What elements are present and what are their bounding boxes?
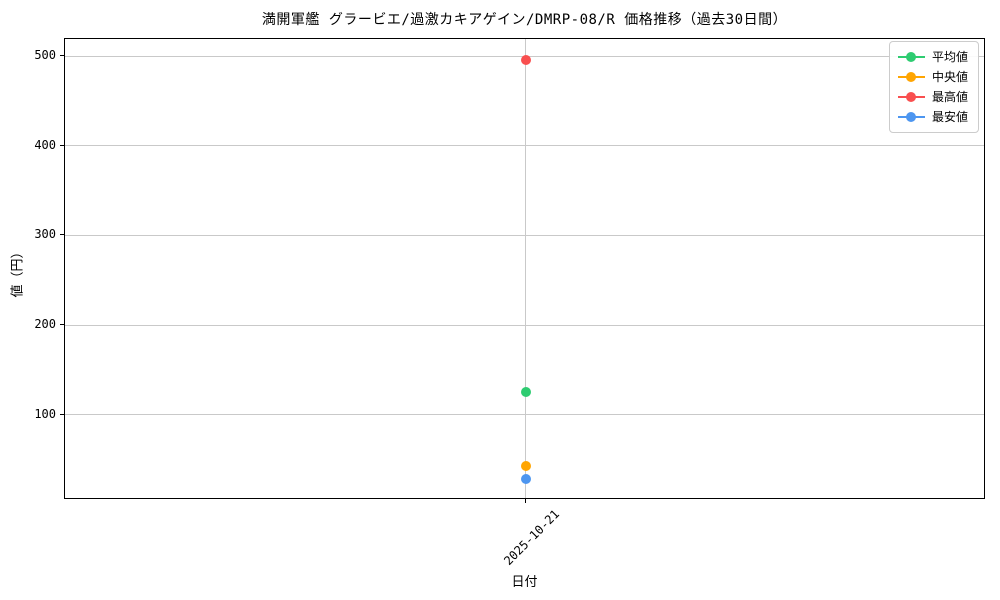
legend-label: 平均値 bbox=[931, 50, 968, 64]
chart-title: 満開軍艦 グラービエ/過激カキアゲイン/DMRP-08/R 価格推移（過去30日… bbox=[261, 12, 788, 28]
y-tick-label: 300 bbox=[34, 227, 56, 242]
legend-item-series-2: 最高値 bbox=[897, 89, 968, 105]
y-tick-mark bbox=[60, 144, 64, 146]
y-tick-mark bbox=[60, 324, 64, 326]
legend-marker-icon bbox=[897, 52, 925, 63]
data-point-series-2 bbox=[520, 54, 531, 65]
x-axis-label: 日付 bbox=[511, 575, 538, 590]
y-tick-mark bbox=[60, 413, 64, 415]
y-tick-label: 400 bbox=[34, 137, 56, 152]
data-point-series-3 bbox=[520, 474, 531, 485]
data-point-series-0 bbox=[520, 387, 531, 398]
legend-dot bbox=[906, 112, 917, 122]
legend-marker-icon bbox=[897, 72, 925, 83]
y-gridline bbox=[65, 414, 984, 416]
legend-label: 最高値 bbox=[931, 90, 968, 104]
legend-marker-icon bbox=[897, 92, 925, 103]
y-tick-mark bbox=[60, 234, 64, 236]
data-point-series-1 bbox=[520, 460, 531, 471]
legend-label: 最安値 bbox=[931, 110, 968, 124]
x-gridline bbox=[525, 39, 526, 498]
legend-marker-icon bbox=[897, 112, 925, 123]
x-tick-mark bbox=[524, 499, 526, 503]
y-gridline bbox=[65, 145, 984, 147]
legend-dot bbox=[906, 52, 917, 62]
legend: 平均値中央値最高値最安値 bbox=[888, 41, 979, 133]
legend-item-series-0: 平均値 bbox=[897, 49, 968, 65]
plot-area bbox=[64, 38, 985, 499]
y-tick-label: 500 bbox=[34, 48, 56, 63]
legend-label: 中央値 bbox=[931, 70, 968, 84]
y-tick-label: 100 bbox=[34, 406, 56, 421]
legend-dot bbox=[906, 72, 917, 82]
legend-item-series-1: 中央値 bbox=[897, 69, 968, 85]
y-tick-mark bbox=[60, 55, 64, 57]
x-tick-label: 2025-10-21 bbox=[501, 507, 563, 568]
legend-dot bbox=[906, 92, 917, 102]
legend-item-series-3: 最安値 bbox=[897, 109, 968, 125]
y-tick-label: 200 bbox=[34, 317, 56, 332]
y-gridline bbox=[65, 324, 984, 326]
y-gridline bbox=[65, 234, 984, 236]
